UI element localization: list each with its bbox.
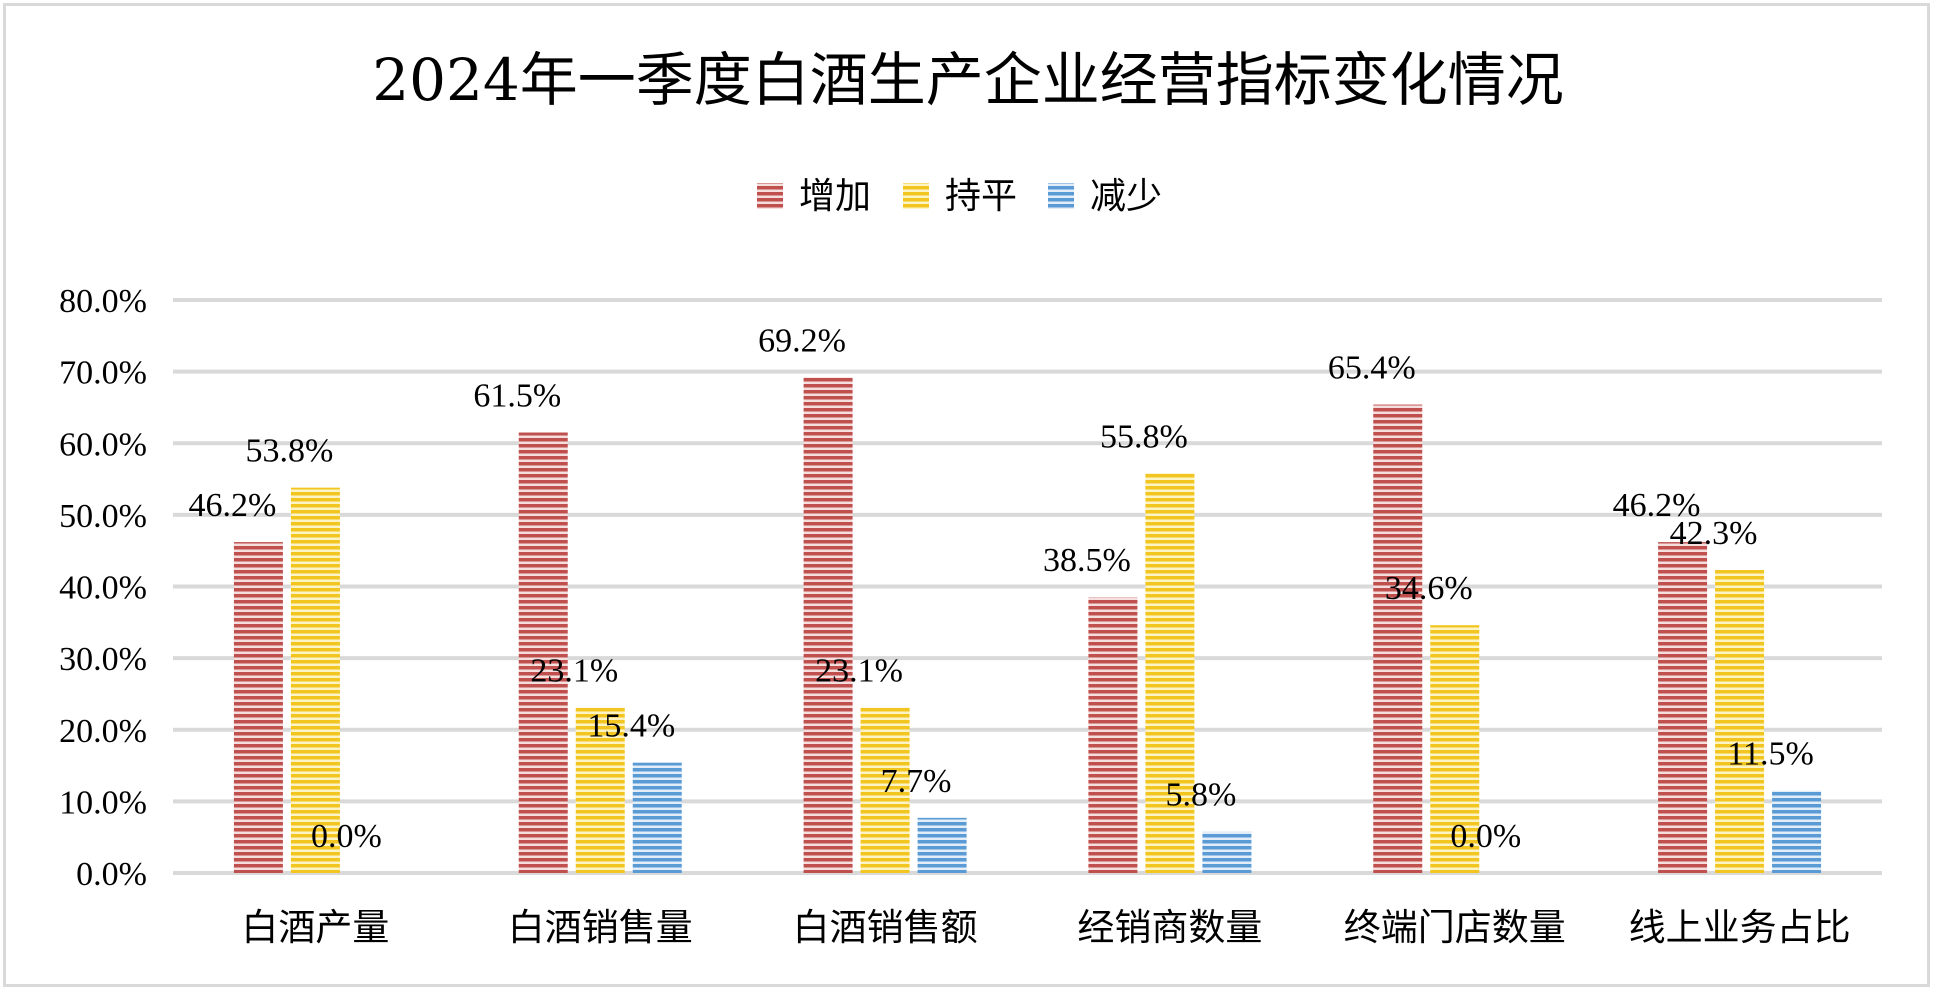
bar xyxy=(1715,570,1765,873)
legend-label: 增加 xyxy=(799,176,871,217)
category-label: 白酒产量 xyxy=(241,906,389,949)
bar xyxy=(1145,473,1195,873)
bar xyxy=(1658,542,1708,873)
data-label: 0.0% xyxy=(311,818,382,855)
data-label: 11.5% xyxy=(1727,736,1814,773)
data-label: 65.4% xyxy=(1328,350,1416,387)
y-tick-label: 0.0% xyxy=(76,856,147,893)
bar xyxy=(1202,831,1252,873)
bar xyxy=(917,817,967,873)
bar xyxy=(233,542,283,873)
category-label: 白酒销售额 xyxy=(793,906,978,949)
y-tick-label: 60.0% xyxy=(59,426,147,463)
category-label: 白酒销售量 xyxy=(508,906,693,949)
data-label: 53.8% xyxy=(246,433,334,470)
bar xyxy=(290,487,340,873)
legend-swatch xyxy=(903,183,929,209)
data-label: 7.7% xyxy=(881,763,952,800)
legend: 增加 持平 减少 xyxy=(757,176,1162,217)
data-label: 55.8% xyxy=(1100,418,1188,455)
gridlines xyxy=(173,298,1882,875)
bar xyxy=(632,762,682,873)
data-labels: 46.2% 53.8% 0.0% 61.5% 23.1% 15.4% 69.2% 23.1% 7… xyxy=(189,322,1814,855)
y-tick-label: 50.0% xyxy=(59,498,147,535)
legend-swatch xyxy=(757,183,783,209)
legend-label: 减少 xyxy=(1090,176,1162,217)
x-axis-categories: 白酒产量 白酒销售量 白酒销售额 经销商数量 终端门店数量 线上业务占比 xyxy=(241,906,1850,949)
bars xyxy=(233,377,1822,873)
data-label: 61.5% xyxy=(473,378,561,415)
category-label: 经销商数量 xyxy=(1077,906,1262,949)
y-tick-label: 40.0% xyxy=(59,570,147,607)
data-label: 38.5% xyxy=(1043,542,1131,579)
chart-title: 2024年一季度白酒生产企业经营指标变化情况 xyxy=(372,46,1564,114)
legend-label: 持平 xyxy=(945,176,1017,217)
y-axis-ticks: 0.0% 10.0% 20.0% 30.0% 40.0% 50.0% 60.0% 70.0% 8… xyxy=(59,283,147,893)
data-label: 69.2% xyxy=(758,322,846,359)
bar xyxy=(1373,404,1423,873)
data-label: 46.2% xyxy=(189,487,277,524)
data-label: 23.1% xyxy=(530,653,618,690)
y-tick-label: 80.0% xyxy=(59,283,147,320)
data-label: 15.4% xyxy=(587,708,675,745)
data-label: 5.8% xyxy=(1166,776,1237,813)
bar xyxy=(518,432,568,873)
bar xyxy=(860,707,910,873)
y-tick-label: 70.0% xyxy=(59,355,147,392)
bar xyxy=(803,377,853,873)
data-label: 46.2% xyxy=(1613,487,1701,524)
category-label: 终端门店数量 xyxy=(1344,906,1566,949)
y-tick-label: 30.0% xyxy=(59,641,147,678)
data-label: 42.3% xyxy=(1670,515,1758,552)
data-label: 34.6% xyxy=(1385,570,1473,607)
bar xyxy=(1430,625,1480,873)
y-tick-label: 20.0% xyxy=(59,713,147,750)
y-tick-label: 10.0% xyxy=(59,784,147,821)
legend-swatch xyxy=(1048,183,1074,209)
bar xyxy=(1088,597,1138,873)
bar xyxy=(575,707,625,873)
data-label: 0.0% xyxy=(1450,818,1521,855)
bar xyxy=(1772,790,1822,873)
category-label: 线上业务占比 xyxy=(1629,906,1851,949)
data-label: 23.1% xyxy=(815,653,903,690)
